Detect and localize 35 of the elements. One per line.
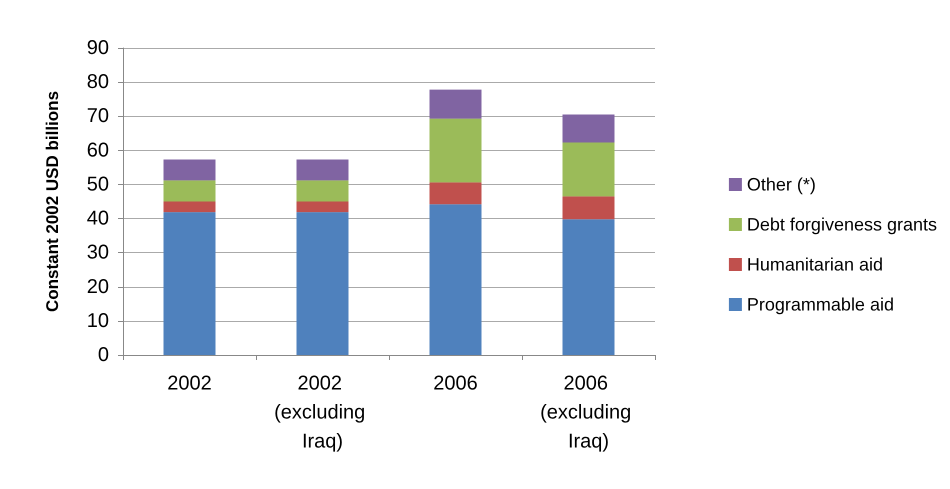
y-tick-label: 0 (98, 344, 109, 366)
y-tick-label: 60 (86, 139, 109, 162)
y-tick-label: 20 (86, 276, 109, 298)
bar (164, 202, 216, 212)
legend-label: Programmable aid (746, 294, 894, 314)
x-tick-label: 2006 (excluding Iraq) (540, 372, 637, 452)
bar (296, 202, 348, 212)
y-tick-label: 80 (86, 71, 109, 94)
y-tick-label: 70 (86, 105, 109, 128)
bar (562, 196, 614, 220)
y-tick-label: 50 (86, 173, 109, 196)
bar (562, 142, 614, 196)
bar (562, 219, 614, 355)
x-tick-label: 2002 (167, 372, 212, 394)
y-tick-label: 40 (86, 208, 109, 230)
legend-label: Debt forgiveness grants (746, 214, 938, 234)
y-tick-label: 90 (86, 37, 109, 59)
legend-label: Humanitarian aid (746, 254, 883, 274)
y-tick-label: 10 (86, 310, 109, 332)
x-tick-label: 2006 (433, 372, 478, 394)
y-tick-label: 30 (86, 242, 109, 264)
y-axis-title: Constant 2002 USD billions (43, 90, 62, 312)
x-tick-label: 2002 (excluding Iraq) (274, 372, 371, 452)
bar (164, 160, 216, 180)
bar (296, 180, 348, 202)
bar (430, 182, 482, 204)
bar (430, 90, 482, 119)
bar (296, 160, 348, 180)
bar (430, 118, 482, 182)
bar (164, 212, 216, 355)
bar (562, 114, 614, 142)
legend-label: Other (*) (746, 174, 816, 194)
bar (430, 204, 482, 355)
bar (164, 180, 216, 202)
bar (296, 212, 348, 355)
